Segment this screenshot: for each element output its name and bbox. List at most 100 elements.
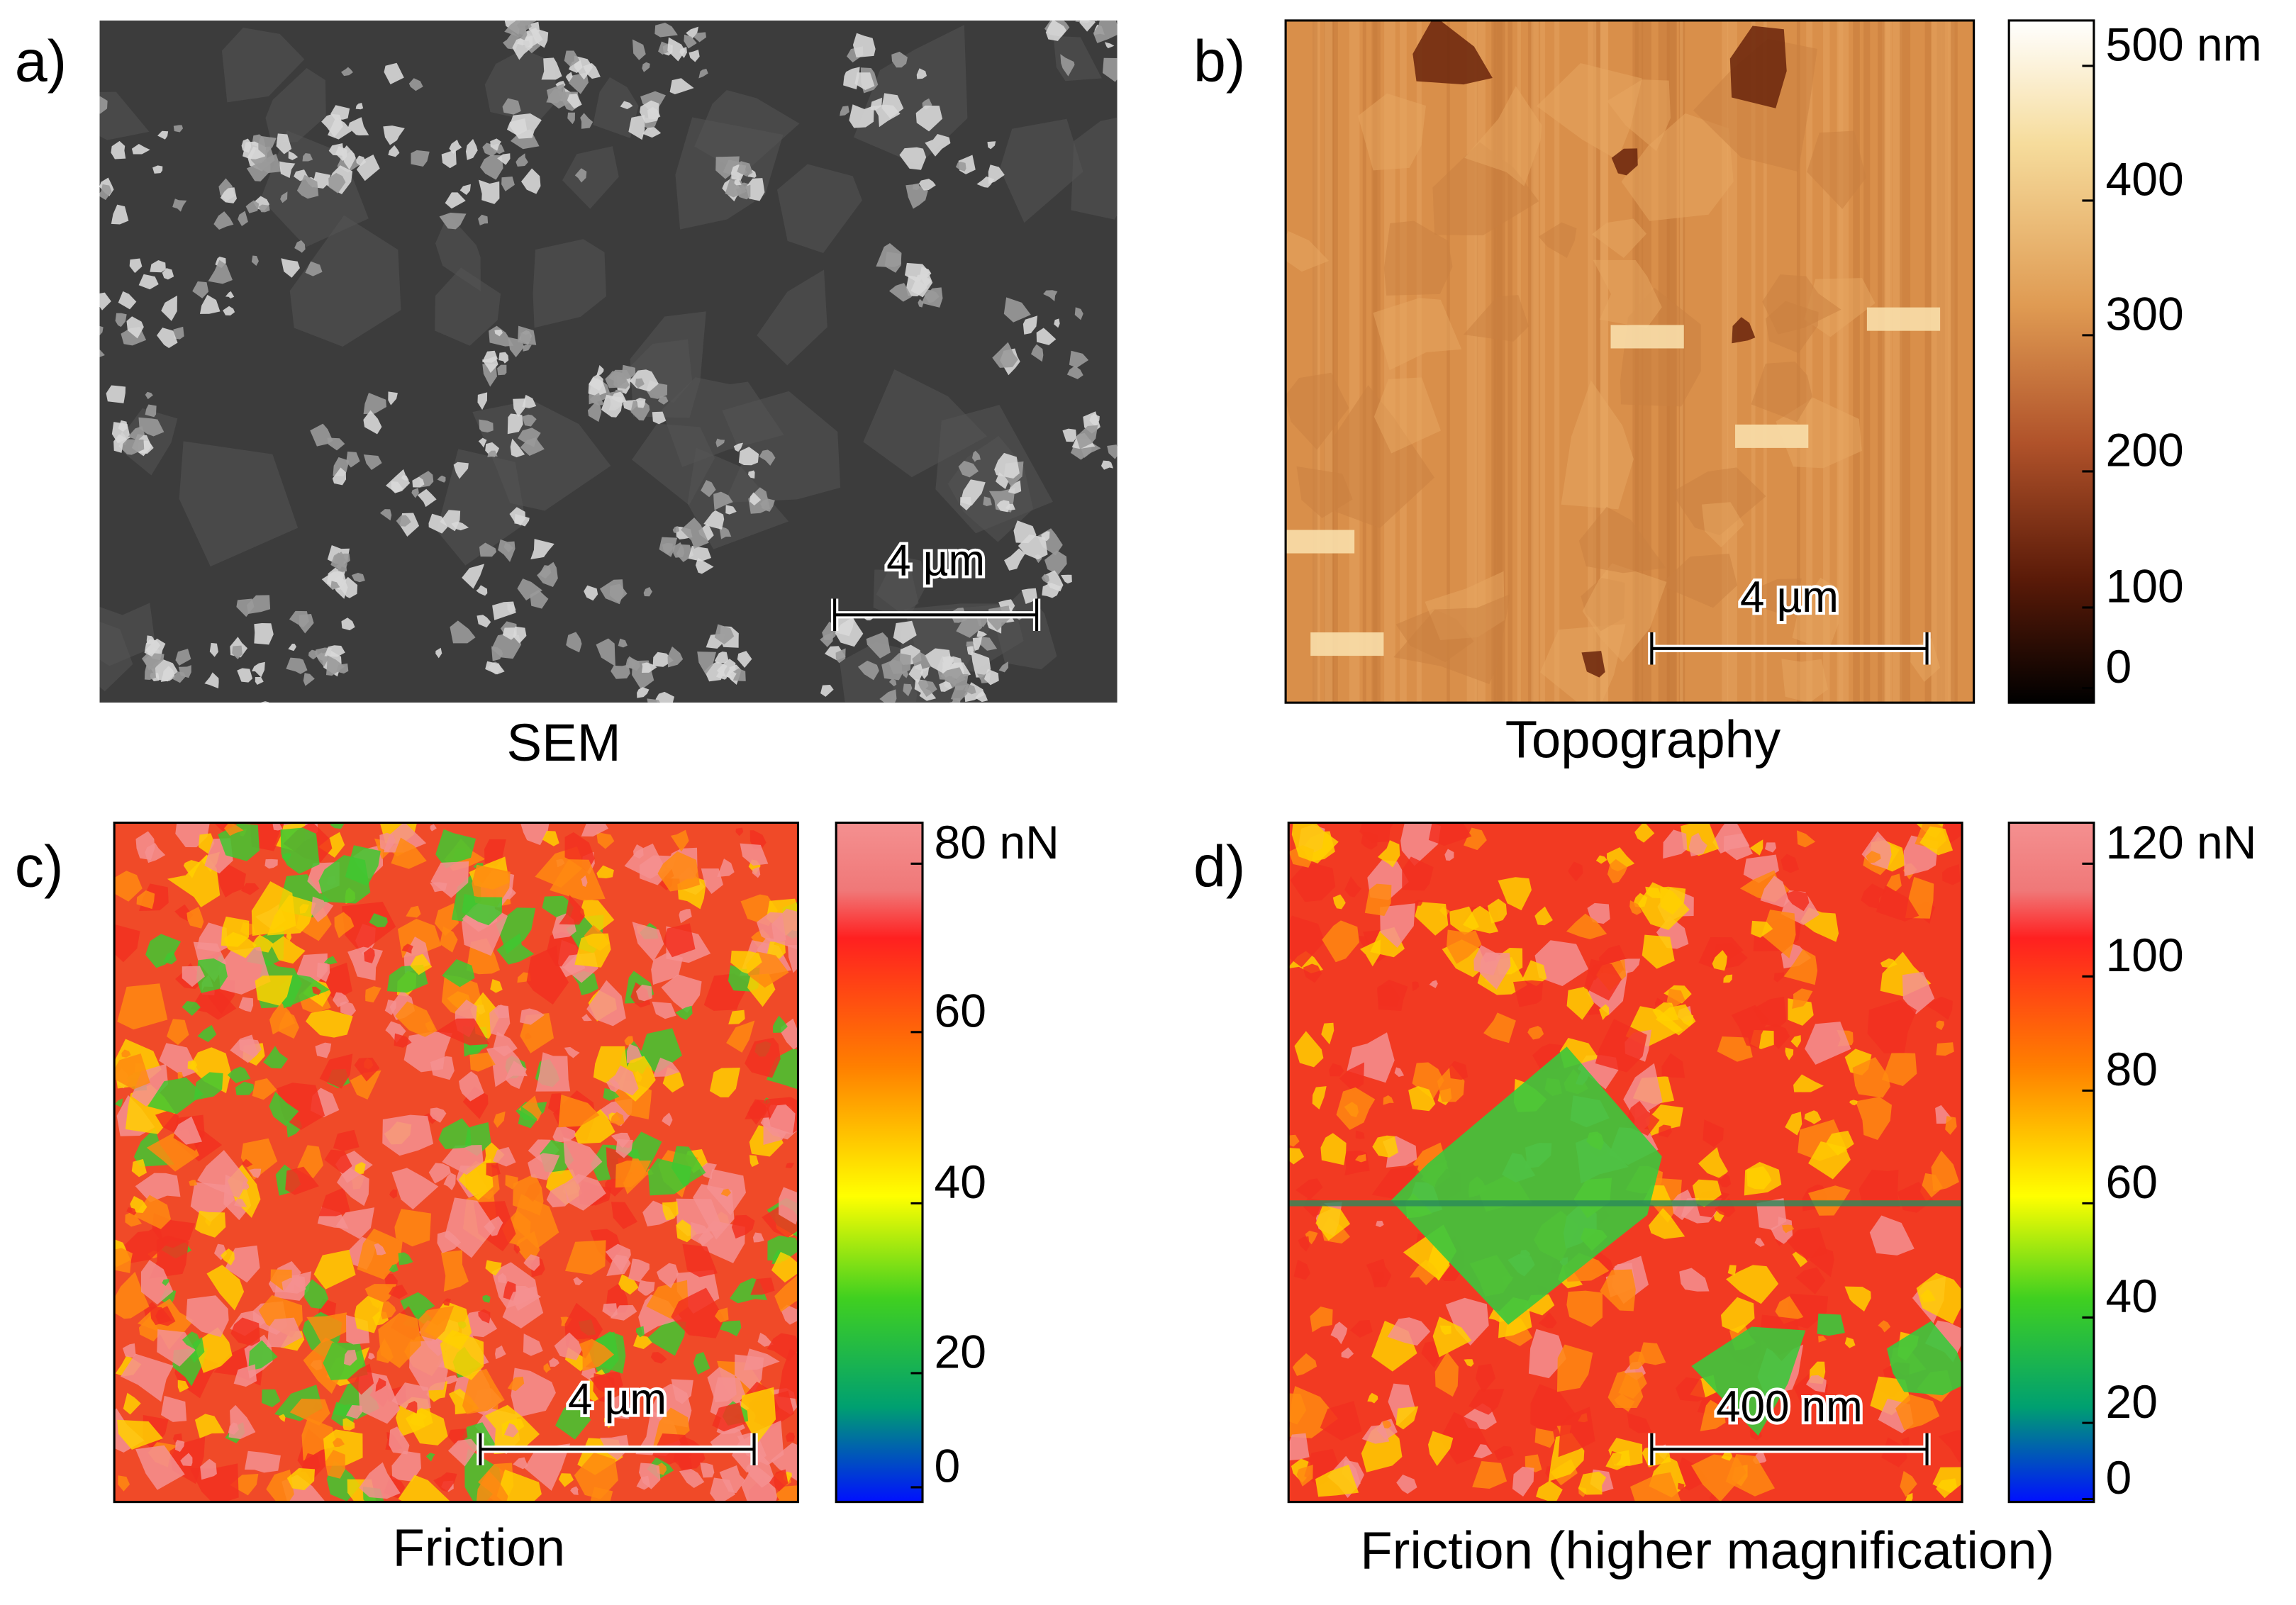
texture (884, 252, 902, 267)
texture (447, 1438, 479, 1467)
texture (667, 646, 684, 668)
texture (135, 1173, 181, 1202)
texture (710, 1477, 735, 1502)
texture (346, 452, 360, 468)
texture (1528, 1329, 1566, 1379)
texture (384, 62, 404, 84)
texture (305, 261, 323, 276)
texture (589, 393, 604, 406)
texture (679, 1468, 705, 1489)
texture (199, 294, 221, 314)
texture (873, 569, 919, 617)
texture (412, 476, 425, 488)
texture (396, 515, 411, 527)
texture (574, 168, 587, 183)
texture (748, 470, 755, 479)
texture (99, 603, 156, 666)
texture (558, 1473, 574, 1487)
texture (737, 161, 753, 177)
texture (469, 1052, 496, 1072)
texture (771, 908, 798, 950)
texture (441, 149, 457, 169)
texture (587, 401, 602, 423)
texture (574, 933, 611, 968)
texture (1414, 900, 1423, 906)
texture (1558, 1407, 1595, 1458)
texture (1447, 929, 1482, 964)
texture (1412, 1062, 1444, 1100)
texture (254, 623, 274, 645)
texture (363, 410, 382, 435)
texture (1463, 295, 1529, 342)
texture (699, 1163, 718, 1180)
texture (672, 542, 685, 558)
texture (315, 1042, 332, 1058)
texture (1554, 20, 1560, 703)
texture (1649, 1207, 1685, 1239)
texture (1936, 1042, 1954, 1056)
texture (1534, 940, 1589, 986)
texture (662, 1201, 679, 1221)
texture (522, 394, 537, 408)
texture (217, 864, 246, 898)
texture (788, 945, 798, 973)
texture (138, 1315, 162, 1342)
texture (1858, 1169, 1900, 1207)
texture (908, 664, 924, 683)
texture (280, 827, 320, 874)
texture (1583, 958, 1622, 1001)
texture (657, 851, 700, 892)
texture (346, 1404, 362, 1419)
texture (639, 1463, 661, 1489)
texture (355, 102, 364, 110)
texture (445, 192, 466, 209)
texture (1749, 839, 1763, 856)
texture (596, 832, 615, 849)
texture (1591, 218, 1647, 258)
texture (1607, 859, 1628, 883)
texture (916, 68, 927, 79)
texture (347, 1363, 374, 1395)
texture (194, 1210, 226, 1238)
texture (316, 962, 330, 983)
texture (145, 842, 166, 863)
texture (425, 1453, 435, 1462)
texture (1775, 1296, 1804, 1324)
texture (596, 638, 615, 667)
texture (403, 1031, 452, 1073)
texture (1394, 1067, 1405, 1077)
texture (1902, 971, 1935, 1014)
texture (398, 1475, 451, 1502)
texture (642, 127, 662, 138)
texture (1358, 935, 1369, 949)
texture (1288, 1200, 1963, 1207)
texture (994, 452, 1020, 479)
texture (1790, 1035, 1801, 1048)
texture (490, 138, 501, 151)
texture (747, 169, 757, 178)
texture (365, 986, 381, 1003)
texture (136, 890, 155, 910)
texture (1387, 1317, 1431, 1346)
texture (121, 1353, 174, 1402)
texture (1073, 3, 1083, 14)
texture (279, 974, 330, 1009)
texture (411, 150, 430, 167)
texture (767, 941, 786, 959)
texture (482, 1294, 491, 1303)
texture (1382, 1420, 1392, 1428)
texture (774, 1275, 798, 1312)
texture (574, 1109, 615, 1144)
texture (1595, 1019, 1647, 1073)
texture (430, 1107, 447, 1123)
texture (433, 1472, 457, 1492)
texture (125, 1225, 165, 1263)
texture (1329, 1063, 1344, 1077)
texture (64, 262, 71, 271)
texture (601, 394, 623, 418)
texture (637, 1280, 655, 1296)
texture (498, 539, 516, 562)
texture (1866, 307, 1941, 331)
texture (564, 1240, 606, 1275)
texture (99, 292, 111, 311)
